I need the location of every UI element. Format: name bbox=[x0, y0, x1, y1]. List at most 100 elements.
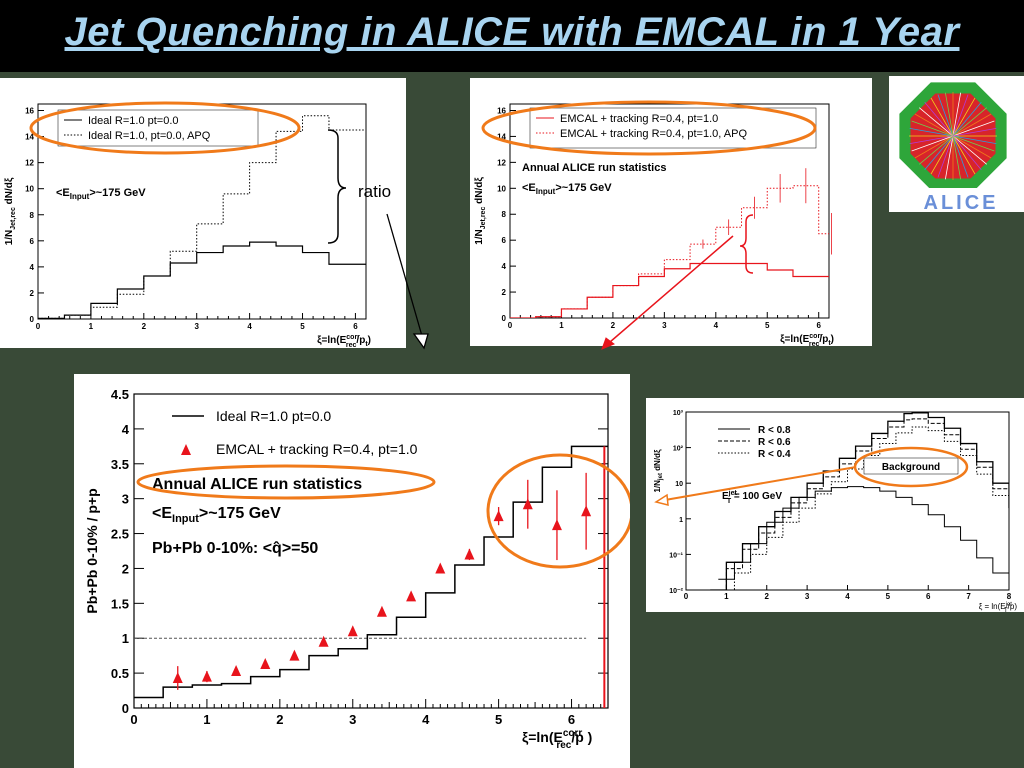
chart-ratio: 0 1 2 3 4 5 6 0 0.5 1 1.5 2 2.5 3 3.5 4 4.5 Ideal R=1.0 p… bbox=[84, 387, 630, 751]
logo-track bbox=[952, 97, 976, 137]
ratio-brace-red bbox=[739, 214, 754, 274]
x-tick-label: 2 bbox=[276, 712, 283, 727]
x-tick-label: 5 bbox=[495, 712, 502, 727]
x-axis-label-sup: corr bbox=[809, 333, 823, 340]
ratio-label: ratio bbox=[358, 182, 392, 201]
x-axis-label-main: ξ=ln(E bbox=[780, 334, 810, 345]
y-axis-label-tail: dN/dξ bbox=[653, 449, 662, 473]
data-point bbox=[464, 548, 475, 560]
annotation-run-stats: Annual ALICE run statistics bbox=[152, 476, 362, 493]
logo-track bbox=[952, 135, 995, 152]
logo-track bbox=[909, 127, 954, 137]
x-tick-label: 0 bbox=[130, 712, 137, 727]
logo-track bbox=[930, 135, 954, 175]
x-tick-label: 1 bbox=[559, 321, 564, 330]
x-tick-label: 0 bbox=[684, 592, 689, 601]
x-tick-label: 3 bbox=[349, 712, 356, 727]
y-tick-label: 8 bbox=[30, 211, 35, 220]
logo-track bbox=[952, 135, 962, 180]
logo-track bbox=[937, 135, 954, 178]
y-tick-label: 16 bbox=[25, 107, 34, 116]
annotation-energy-tail: >~175 GeV bbox=[89, 187, 146, 199]
logo-track bbox=[952, 92, 962, 137]
y-tick-label: 10⁻¹ bbox=[669, 552, 683, 559]
legend-label: EMCAL + tracking R=0.4, pt=1.0 bbox=[560, 113, 718, 125]
y-axis-label-tail: dN/dξ bbox=[4, 177, 15, 207]
chart-emcal-panel: 0 1 2 3 4 5 6 0 2 4 6 8 10 12 14 16 EMCAL + tracking R=0… bbox=[470, 78, 872, 346]
x-tick-label: 2 bbox=[611, 321, 616, 330]
data-point bbox=[318, 635, 329, 647]
annotation-qhat: Pb+Pb 0-10%: <q̂>=50 bbox=[152, 540, 318, 557]
x-tick-label: 6 bbox=[353, 322, 358, 331]
y-axis-label-tail: dN/dξ bbox=[474, 177, 485, 207]
data-point bbox=[551, 519, 562, 531]
y-tick-label: 12 bbox=[497, 158, 506, 167]
x-axis-label-tail: /p) bbox=[1008, 602, 1018, 611]
logo-track bbox=[952, 135, 969, 178]
logo-track bbox=[930, 97, 954, 137]
legend-label: R < 0.8 bbox=[758, 425, 791, 436]
y-tick-label: 2 bbox=[502, 288, 507, 297]
annotation-energy: <EInput>~175 GeV bbox=[152, 505, 281, 525]
x-axis-label: ξ=ln(Ecorr rec/pt) bbox=[317, 334, 371, 348]
legend-highlight-ellipse bbox=[29, 101, 301, 155]
annotation-energy: Ejet T = 100 GeV bbox=[722, 490, 782, 505]
annotation-energy: <EInput>~175 GeV bbox=[56, 187, 146, 201]
x-axis-label-sub: rec bbox=[809, 341, 820, 346]
x-tick-label: 1 bbox=[89, 322, 94, 331]
data-point bbox=[493, 510, 504, 522]
annotation-energy-sub: Input bbox=[172, 513, 199, 525]
chart-ratio-panel: 0 1 2 3 4 5 6 0 0.5 1 1.5 2 2.5 3 3.5 4 4.5 Ideal R=1.0 p… bbox=[74, 374, 630, 768]
logo-track bbox=[952, 120, 995, 137]
x-tick-label: 6 bbox=[816, 321, 821, 330]
series-apq-line bbox=[38, 115, 366, 319]
y-axis-label: 1/NJet,rec dN/dξ bbox=[4, 177, 17, 245]
x-tick-label: 4 bbox=[247, 322, 252, 331]
x-tick-label: 1 bbox=[203, 712, 210, 727]
logo-track bbox=[944, 135, 954, 180]
y-tick-label: 4 bbox=[30, 263, 35, 272]
x-axis-label: ξ=ln(Ecorr rec/pt) bbox=[780, 333, 834, 346]
legend-label: Ideal R=1.0 pt=0.0 bbox=[88, 115, 179, 127]
series-apq-line bbox=[510, 185, 829, 318]
alice-logo: ALICE bbox=[889, 82, 1024, 212]
x-tick-label: 6 bbox=[568, 712, 575, 727]
data-point bbox=[406, 590, 417, 602]
legend-label: R < 0.4 bbox=[758, 449, 791, 460]
legend-swatch-emcal bbox=[181, 444, 191, 455]
data-point bbox=[581, 505, 592, 517]
chart-ideal-panel: 0 1 2 3 4 5 6 0 2 4 6 8 10 12 14 16 Ideal R=1.0 pt=0.0 Id… bbox=[0, 78, 406, 348]
logo-track bbox=[919, 107, 954, 137]
x-tick-label: 3 bbox=[805, 592, 810, 601]
series-base-line bbox=[510, 262, 829, 318]
series-background-line bbox=[718, 486, 1009, 584]
title-bar: Jet Quenching in ALICE with EMCAL in 1 Y… bbox=[0, 0, 1024, 72]
y-tick-label: 6 bbox=[502, 236, 507, 245]
x-tick-label: 4 bbox=[422, 712, 430, 727]
legend-label-ideal: Ideal R=1.0 pt=0.0 bbox=[216, 408, 331, 424]
logo-text-bg bbox=[889, 188, 1024, 212]
y-axis-label-sub: jet bbox=[658, 473, 664, 481]
x-axis-label-sup: corr bbox=[563, 728, 583, 739]
y-tick-label: 2 bbox=[30, 289, 35, 298]
logo-track bbox=[924, 102, 954, 137]
x-axis-label-end: ) bbox=[831, 334, 834, 345]
x-axis-label-sub: rec bbox=[346, 342, 357, 348]
background-label: Background bbox=[882, 462, 940, 473]
logo-track bbox=[952, 94, 969, 137]
y-tick-label: 1.5 bbox=[111, 596, 129, 611]
x-tick-label: 6 bbox=[926, 592, 931, 601]
y-tick-label: 12 bbox=[25, 159, 34, 168]
logo-track bbox=[952, 107, 987, 137]
x-axis-label-sub: T bbox=[1004, 608, 1008, 612]
y-axis-label: 1/Njet dN/dξ bbox=[653, 449, 664, 492]
x-axis-label-sup: corr bbox=[346, 334, 360, 341]
y-tick-label: 10⁻² bbox=[669, 588, 683, 595]
y-tick-label: 10 bbox=[675, 481, 683, 488]
y-tick-label: 0 bbox=[122, 701, 129, 716]
annotation-run-stats: Annual ALICE run statistics bbox=[522, 162, 666, 174]
y-axis-label-main: 1/N bbox=[653, 480, 662, 493]
data-point bbox=[435, 562, 446, 574]
x-tick-label: 5 bbox=[886, 592, 891, 601]
legend-highlight-ellipse bbox=[481, 100, 817, 156]
